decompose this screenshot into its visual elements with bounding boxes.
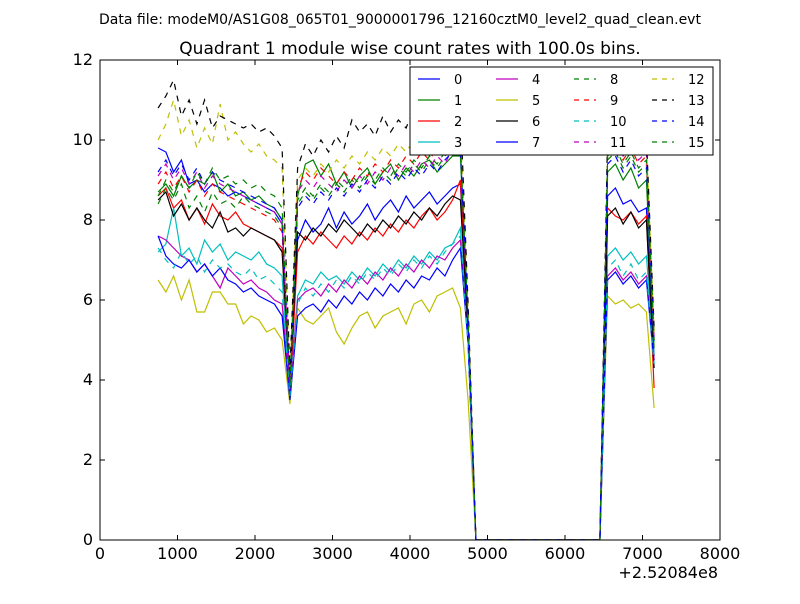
- legend-label-11: 11: [610, 136, 627, 151]
- x-tick-label: 1000: [157, 544, 198, 563]
- plot-area: [157, 78, 655, 540]
- y-tick-label: 10: [73, 130, 93, 149]
- y-tick-label: 6: [83, 290, 93, 309]
- x-axis-offset-label: +2.52084e8: [618, 563, 718, 582]
- y-tick-label: 4: [83, 370, 93, 389]
- x-tick-label: 5000: [467, 544, 508, 563]
- series-line-1: [157, 155, 655, 540]
- series-line-6: [157, 190, 655, 540]
- series-line-7: [157, 235, 655, 540]
- legend-label-6: 6: [532, 115, 540, 130]
- x-tick-label: 0: [95, 544, 105, 563]
- series-line-9: [157, 139, 655, 540]
- series-line-11: [157, 138, 655, 540]
- series-line-8: [157, 147, 655, 540]
- legend-label-14: 14: [688, 115, 705, 130]
- legend-label-2: 2: [454, 115, 462, 130]
- legend-label-1: 1: [454, 94, 462, 109]
- legend-box: [409, 66, 714, 156]
- legend-label-12: 12: [688, 73, 705, 88]
- series-line-4: [157, 235, 655, 540]
- series-lines: [157, 78, 655, 540]
- legend-label-0: 0: [454, 73, 462, 88]
- series-line-3: [157, 207, 655, 540]
- series-line-13: [157, 78, 655, 540]
- x-tick-label: 4000: [390, 544, 431, 563]
- y-tick-label: 2: [83, 450, 93, 469]
- series-line-2: [157, 179, 655, 540]
- legend-label-3: 3: [454, 136, 462, 151]
- legend-label-7: 7: [532, 136, 540, 151]
- series-line-14: [157, 147, 655, 540]
- axes: 0 1000 2000 3000 4000 5000 6000 7000 80000246810…: [73, 50, 741, 563]
- legend-label-15: 15: [688, 136, 705, 151]
- x-tick-label: 6000: [545, 544, 586, 563]
- x-tick-label: 3000: [312, 544, 353, 563]
- legend-label-4: 4: [532, 73, 540, 88]
- legend-label-8: 8: [610, 73, 618, 88]
- series-line-10: [157, 234, 655, 540]
- x-tick-label: 7000: [622, 544, 663, 563]
- series-line-12: [157, 97, 655, 540]
- chart-title: Quadrant 1 module wise count rates with …: [179, 39, 640, 59]
- suptitle: Data file: modeM0/AS1G08_065T01_90000017…: [99, 12, 701, 28]
- legend-label-10: 10: [610, 115, 627, 130]
- y-tick-label: 0: [83, 530, 93, 549]
- legend-label-5: 5: [532, 94, 540, 109]
- series-line-15: [157, 143, 655, 540]
- y-tick-label: 12: [73, 50, 93, 69]
- x-tick-label: 2000: [235, 544, 276, 563]
- y-tick-label: 8: [83, 210, 93, 229]
- legend-label-13: 13: [688, 94, 705, 109]
- legend-label-9: 9: [610, 94, 618, 109]
- x-tick-label: 8000: [700, 544, 741, 563]
- series-line-5: [157, 274, 655, 540]
